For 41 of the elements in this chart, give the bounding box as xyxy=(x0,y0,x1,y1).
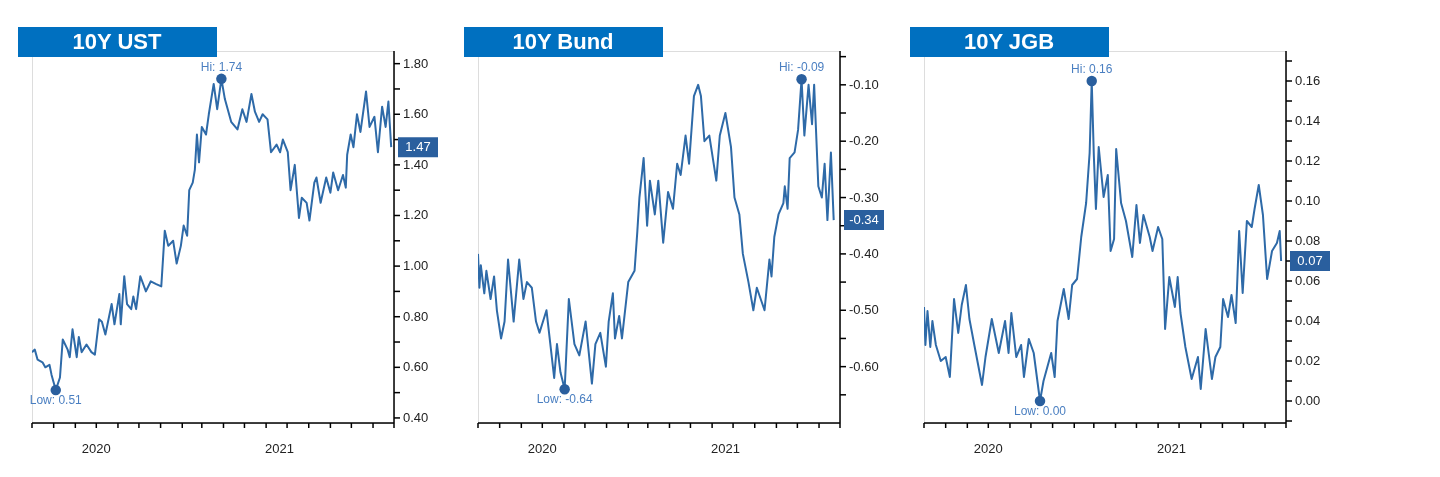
y-tick-label: -0.20 xyxy=(849,133,879,149)
y-tick-label: 0.04 xyxy=(1295,313,1321,328)
chart-title: 10Y JGB xyxy=(963,29,1055,54)
annotation: Low: -0.64 xyxy=(536,392,593,407)
y-tick-label: 0.40 xyxy=(403,409,429,425)
y-tick-label: -0.60 xyxy=(849,358,879,374)
y-tick-label: 1.80 xyxy=(403,55,429,71)
y-tick-label: 0.14 xyxy=(1295,113,1321,128)
annotation: -0.34 xyxy=(849,212,879,228)
y-tick-label: 0.60 xyxy=(403,359,429,375)
y-tick-label: -0.50 xyxy=(849,302,879,318)
annotation: Hi: -0.09 xyxy=(778,60,825,75)
y-tick-label: 0.16 xyxy=(1295,73,1321,88)
y-tick-label: 0.10 xyxy=(1295,193,1321,208)
y-tick-label: 1.40 xyxy=(403,156,429,172)
x-tick-label: 2020 xyxy=(527,441,557,456)
annotation: 0.07 xyxy=(1297,253,1323,268)
x-tick-label: 2021 xyxy=(1156,441,1186,456)
y-tick-label: 0.08 xyxy=(1295,233,1321,248)
annotation: 1.47 xyxy=(405,139,431,155)
y-tick-label: 0.06 xyxy=(1295,273,1321,288)
x-tick-label: 2020 xyxy=(81,441,111,456)
x-tick-label: 2020 xyxy=(973,441,1003,456)
annotation: Hi: 0.16 xyxy=(1071,62,1113,76)
chart-title: 10Y UST xyxy=(72,29,162,54)
y-tick-label: 0.02 xyxy=(1295,353,1321,368)
y-tick-label: -0.30 xyxy=(849,189,879,205)
annotation: Low: 0.51 xyxy=(29,393,83,408)
annotation: Low: 0.00 xyxy=(1013,404,1067,418)
y-tick-label: 0.00 xyxy=(1295,393,1321,408)
y-tick-label: 1.00 xyxy=(403,258,429,274)
y-tick-label: -0.40 xyxy=(849,245,879,261)
y-tick-label: 1.20 xyxy=(403,207,429,223)
x-tick-label: 2021 xyxy=(710,441,740,456)
y-tick-label: 1.60 xyxy=(403,106,429,122)
chart-title: 10Y Bund xyxy=(512,29,614,54)
y-tick-label: 0.12 xyxy=(1295,153,1321,168)
x-tick-label: 2021 xyxy=(264,441,294,456)
y-tick-label: -0.10 xyxy=(849,76,879,92)
annotation: Hi: 1.74 xyxy=(200,59,243,74)
y-tick-label: 0.80 xyxy=(403,308,429,324)
